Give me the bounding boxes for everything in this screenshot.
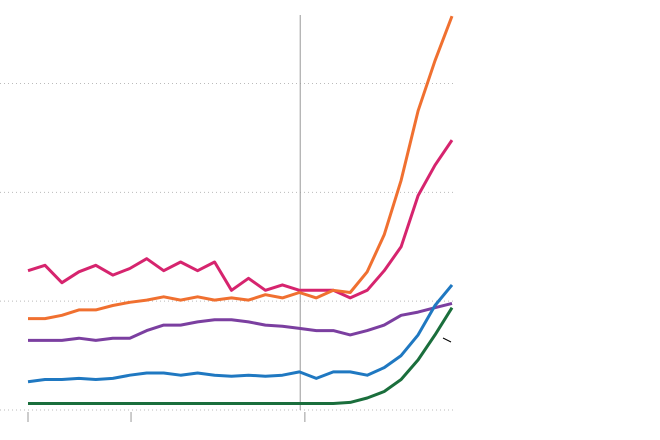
series-line: [27, 283, 454, 384]
series-line: [28, 306, 454, 405]
series-line: [28, 301, 453, 342]
series-line: [27, 139, 454, 300]
annotation-leader: [442, 337, 452, 343]
series-line: [28, 15, 454, 321]
